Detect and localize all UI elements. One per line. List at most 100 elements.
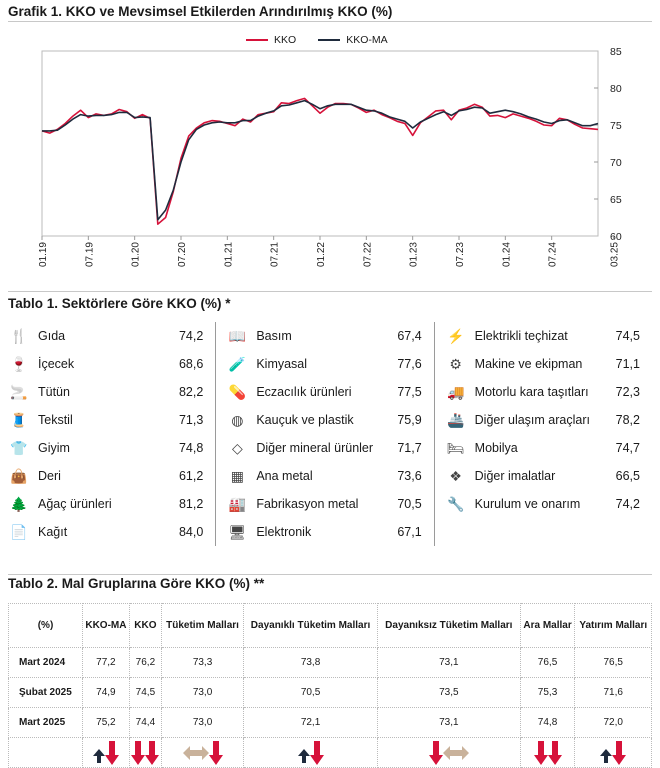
sector-label: Tekstil (38, 413, 73, 427)
trend-cell (82, 737, 130, 768)
sector-row: 📄 Kağıt 84,0 (8, 518, 209, 546)
line-chart: 60 65 70 75 80 85 01.19 07.19 01.20 07.20 01.21 07.… (38, 46, 622, 267)
mineral-icon: ◇ (231, 439, 243, 456)
sector-row: 🧪 Kimyasal 77,6 (226, 350, 427, 378)
sector-label: Kağıt (38, 525, 68, 539)
table-row: Şubat 2025 74,9 74,5 73,0 70,5 73,5 75,3 71,6 (8, 677, 652, 708)
sector-row: ▦ Ana metal 73,6 (226, 462, 427, 490)
sector-row: 🛏 Mobilya 74,7 (445, 434, 646, 462)
sector-label: Diğer ulaşım araçları (474, 413, 590, 427)
sector-value: 70,5 (397, 497, 422, 511)
sector-row: 💊 Eczacılık ürünleri 77,5 (226, 378, 427, 406)
table-cell: 74,4 (128, 707, 163, 738)
sector-value: 82,2 (178, 385, 204, 399)
column-header: KKO-MA (82, 603, 130, 648)
trend-cell (519, 737, 576, 768)
sector-label: Kimyasal (256, 357, 308, 371)
sector-row: 🍷 İçecek 68,6 (8, 350, 209, 378)
sector-row: 👕 Giyim 74,8 (8, 434, 209, 462)
sector-label: Ana metal (256, 469, 313, 483)
row-header: Şubat 2025 (8, 677, 83, 708)
series-line-kko (41, 97, 599, 225)
sector-label: Elektrikli teçhizat (474, 329, 568, 343)
chemical-icon: 🧪 (228, 355, 247, 372)
sector-label: İçecek (38, 357, 75, 371)
sector-value: 67,1 (397, 525, 422, 539)
table-cell: 73,5 (377, 677, 521, 708)
column-header: Tüketim Malları (161, 603, 245, 648)
table2-title: Tablo 2. Mal Gruplarına Göre KKO (%) ** (8, 576, 265, 591)
trend-cell (161, 737, 245, 768)
sector-value: 74,8 (178, 441, 204, 455)
sector-value: 72,3 (615, 385, 640, 399)
sector-label: Kurulum ve onarım (474, 497, 581, 511)
up-arrow-icon (297, 748, 310, 763)
sector-value: 84,0 (178, 525, 204, 539)
legend-swatch-kko-ma (318, 39, 341, 41)
table1-title: Tablo 1. Sektörlere Göre KKO (%) * (8, 296, 231, 311)
x-tick-label: 07.24 (548, 242, 559, 267)
down-arrow-icon (533, 740, 548, 765)
sector-row: 🚚 Motorlu kara taşıtları 72,3 (445, 378, 646, 406)
down-arrow-icon (145, 740, 160, 765)
x-tick-label: 07.19 (84, 242, 95, 267)
table-cell: 73,8 (243, 647, 379, 678)
sector-label: Kauçuk ve plastik (256, 413, 354, 427)
sector-row: 🧵 Tekstil 71,3 (8, 406, 209, 434)
sector-label: Diğer mineral ürünler (256, 441, 374, 455)
table-cell: 70,5 (243, 677, 379, 708)
furniture-icon: 🛏 (446, 439, 465, 456)
sector-label: Tütün (38, 385, 70, 399)
table-cell: 73,0 (161, 707, 245, 738)
sector-label: Giyim (38, 441, 70, 455)
column-header: KKO (128, 603, 163, 648)
other-manufacturing-icon: ❖ (449, 467, 462, 484)
down-arrow-icon (612, 740, 627, 765)
sector-label: Deri (38, 469, 61, 483)
table-row: Mart 2025 75,2 74,4 73,0 72,1 73,1 74,8 72,0 (8, 707, 652, 738)
trend-cell (243, 737, 379, 768)
sector-row: ◍ Kauçuk ve plastik 75,9 (226, 406, 427, 434)
double-arrow-icon (442, 745, 469, 760)
sector-row: 🚬 Tütün 82,2 (8, 378, 209, 406)
sector-value: 78,2 (615, 413, 640, 427)
x-tick-label: 03.25 (609, 242, 620, 267)
sector-label: Motorlu kara taşıtları (474, 385, 589, 399)
down-arrow-icon (104, 740, 119, 765)
sector-row: 🖥 Elektronik 67,1 (226, 518, 427, 546)
down-arrow-icon (309, 740, 324, 765)
chart-legend: KKO KKO-MA (246, 34, 388, 46)
double-arrow-icon (182, 745, 209, 760)
sector-value: 81,2 (178, 497, 204, 511)
table-cell: 72,0 (574, 707, 652, 738)
series-line-kko-ma (42, 99, 599, 221)
sector-label: Diğer imalatlar (474, 469, 556, 483)
trend-cell (128, 737, 163, 768)
sector-row: ⚙ Makine ve ekipman 71,1 (445, 350, 646, 378)
wood-icon: 🌲 (10, 495, 28, 512)
truck-icon: 🚚 (446, 383, 465, 400)
table-cell: 73,3 (161, 647, 245, 678)
sector-label: Makine ve ekipman (474, 357, 583, 371)
plot-frame (41, 50, 599, 237)
sector-table: 🍴 Gıda 74,2 🍷 İçecek 68,6 🚬 Tütün 82,2 🧵 Tekstil 71… (8, 322, 652, 546)
y-tick-label: 70 (610, 157, 622, 169)
x-tick-label: 07.20 (177, 242, 188, 267)
sector-column: ⚡ Elektrikli teçhizat 74,5 ⚙ Makine ve ekipm… (445, 322, 652, 546)
pharma-icon: 💊 (228, 383, 247, 400)
table-cell: 74,9 (82, 677, 130, 708)
sector-row: 👜 Deri 61,2 (8, 462, 209, 490)
sector-column: 🍴 Gıda 74,2 🍷 İçecek 68,6 🚬 Tütün 82,2 🧵 Tekstil 71… (8, 322, 217, 546)
clothing-icon: 👕 (10, 439, 28, 456)
column-header: Dayanıksız Tüketim Malları (377, 603, 521, 648)
y-tick-label: 85 (610, 46, 622, 58)
column-header: Dayanıklı Tüketim Malları (243, 603, 379, 648)
trend-row (8, 737, 652, 768)
sector-row: 📖 Basım 67,4 (226, 322, 427, 350)
fabrication-icon: 🏭 (228, 495, 247, 512)
down-arrow-icon (131, 740, 146, 765)
column-header: Ara Mallar (519, 603, 576, 648)
electric-icon: ⚡ (446, 327, 465, 344)
table-cell: 76,5 (574, 647, 652, 678)
printing-icon: 📖 (228, 327, 247, 344)
